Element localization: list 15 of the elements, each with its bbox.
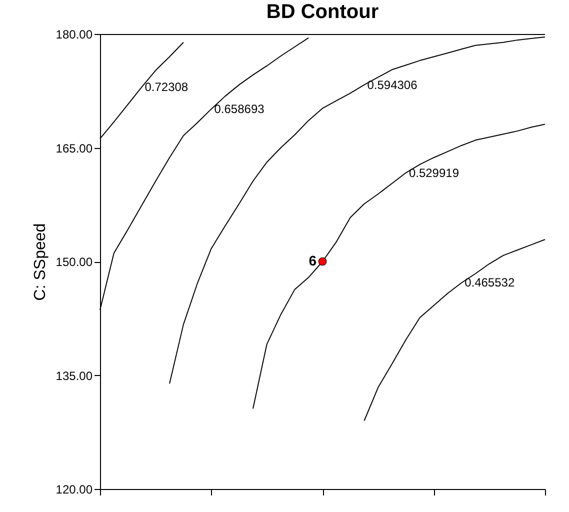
y-axis-title: C: SSpeed xyxy=(32,223,49,301)
series-label: 0.72308 xyxy=(144,80,188,94)
line-series xyxy=(364,239,546,422)
y-tick-label: 165.00 xyxy=(56,141,93,156)
series-label: 0.594306 xyxy=(367,78,418,92)
y-tick-label: 180.00 xyxy=(56,28,93,42)
chart-title: BD Contour xyxy=(266,1,379,23)
y-tick-label: 150.00 xyxy=(56,255,93,269)
y-tick-label: 120.00 xyxy=(56,482,93,496)
series-label: 0.465532 xyxy=(464,276,515,290)
line-series xyxy=(252,124,546,410)
series-label: 0.529919 xyxy=(408,166,460,180)
y-tick-label: 135.00 xyxy=(56,368,93,383)
annotation: 6 xyxy=(308,252,317,268)
series-label: 0.658693 xyxy=(214,102,265,116)
